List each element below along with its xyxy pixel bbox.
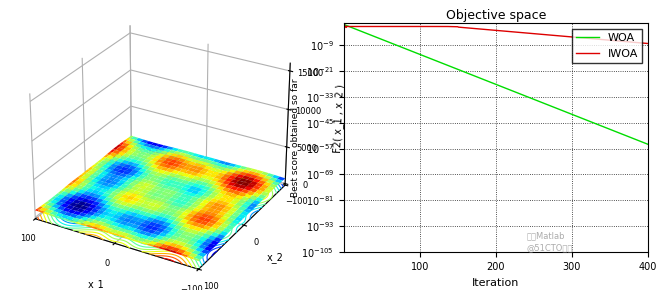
Text: 天海Matlab: 天海Matlab bbox=[526, 231, 564, 240]
X-axis label: Iteration: Iteration bbox=[472, 278, 520, 288]
Y-axis label: x_2: x_2 bbox=[267, 253, 284, 263]
Text: @51CTO博客: @51CTO博客 bbox=[526, 243, 572, 252]
X-axis label: x_1: x_1 bbox=[87, 279, 104, 290]
Y-axis label: Best score obtained so far: Best score obtained so far bbox=[291, 79, 300, 197]
Legend: WOA, IWOA: WOA, IWOA bbox=[572, 29, 642, 64]
Title: Objective space: Objective space bbox=[446, 9, 546, 22]
